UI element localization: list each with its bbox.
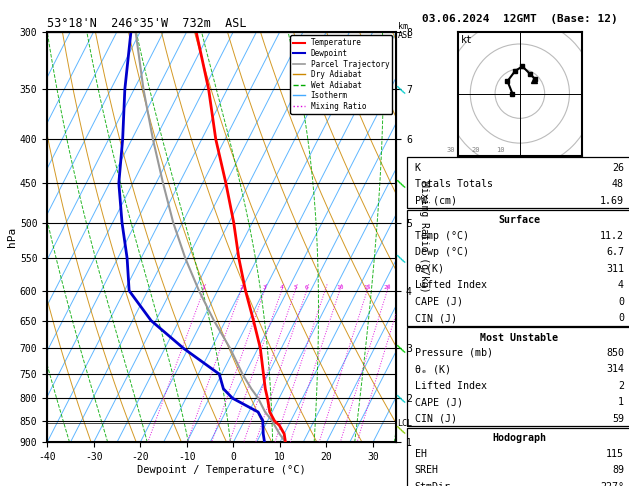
Text: K: K [415, 163, 421, 173]
Text: 5: 5 [293, 285, 297, 290]
Text: 26: 26 [612, 163, 624, 173]
Text: LCL: LCL [397, 418, 412, 428]
Text: CIN (J): CIN (J) [415, 414, 457, 424]
Text: 227°: 227° [600, 482, 624, 486]
Text: 1: 1 [618, 398, 624, 407]
Text: 0: 0 [618, 313, 624, 323]
Text: Temp (°C): Temp (°C) [415, 230, 469, 241]
Text: PW (cm): PW (cm) [415, 196, 457, 206]
Text: StmDir: StmDir [415, 482, 450, 486]
Text: 314: 314 [606, 364, 624, 374]
Text: 4: 4 [280, 285, 284, 290]
Text: 20: 20 [384, 285, 391, 290]
Text: kt: kt [460, 35, 472, 45]
Y-axis label: hPa: hPa [7, 227, 17, 247]
Text: Most Unstable: Most Unstable [480, 332, 559, 343]
Text: Surface: Surface [498, 215, 540, 226]
Text: 03.06.2024  12GMT  (Base: 12): 03.06.2024 12GMT (Base: 12) [422, 14, 618, 24]
Text: \: \ [396, 251, 406, 265]
Text: 3: 3 [262, 285, 266, 290]
Text: 1: 1 [201, 285, 205, 290]
Text: 6: 6 [304, 285, 308, 290]
Text: \: \ [396, 391, 406, 405]
Text: CAPE (J): CAPE (J) [415, 296, 462, 307]
Text: 311: 311 [606, 263, 624, 274]
Text: 11.2: 11.2 [600, 230, 624, 241]
Text: θₑ (K): θₑ (K) [415, 364, 450, 374]
Text: 30: 30 [447, 147, 455, 153]
Text: CIN (J): CIN (J) [415, 313, 457, 323]
Text: 10: 10 [336, 285, 343, 290]
Text: \: \ [396, 176, 406, 190]
Text: Dewp (°C): Dewp (°C) [415, 247, 469, 257]
Text: θₑ(K): θₑ(K) [415, 263, 445, 274]
Text: EH: EH [415, 449, 426, 458]
X-axis label: Dewpoint / Temperature (°C): Dewpoint / Temperature (°C) [137, 465, 306, 475]
Text: Totals Totals: Totals Totals [415, 179, 493, 190]
Text: Hodograph: Hodograph [493, 434, 546, 443]
Text: \: \ [396, 83, 406, 96]
Text: SREH: SREH [415, 465, 438, 475]
Text: 0: 0 [618, 296, 624, 307]
Text: 59: 59 [612, 414, 624, 424]
Text: Pressure (mb): Pressure (mb) [415, 348, 493, 358]
Text: \: \ [396, 342, 406, 355]
Text: 115: 115 [606, 449, 624, 458]
Text: 89: 89 [612, 465, 624, 475]
Y-axis label: Mixing Ratio (g/kg): Mixing Ratio (g/kg) [418, 181, 428, 293]
Legend: Temperature, Dewpoint, Parcel Trajectory, Dry Adiabat, Wet Adiabat, Isotherm, Mi: Temperature, Dewpoint, Parcel Trajectory… [290, 35, 392, 114]
Text: 10: 10 [496, 147, 505, 153]
Text: 4: 4 [618, 280, 624, 290]
Text: 2: 2 [239, 285, 243, 290]
Text: 850: 850 [606, 348, 624, 358]
Text: 2: 2 [618, 381, 624, 391]
Text: 15: 15 [364, 285, 371, 290]
Text: 20: 20 [472, 147, 480, 153]
Text: Lifted Index: Lifted Index [415, 280, 486, 290]
Text: CAPE (J): CAPE (J) [415, 398, 462, 407]
Text: km
ASL: km ASL [398, 22, 413, 40]
Text: 1.69: 1.69 [600, 196, 624, 206]
Text: 48: 48 [612, 179, 624, 190]
Text: 53°18'N  246°35'W  732m  ASL: 53°18'N 246°35'W 732m ASL [47, 17, 247, 31]
Text: Lifted Index: Lifted Index [415, 381, 486, 391]
Text: \: \ [396, 423, 406, 436]
Text: 6.7: 6.7 [606, 247, 624, 257]
